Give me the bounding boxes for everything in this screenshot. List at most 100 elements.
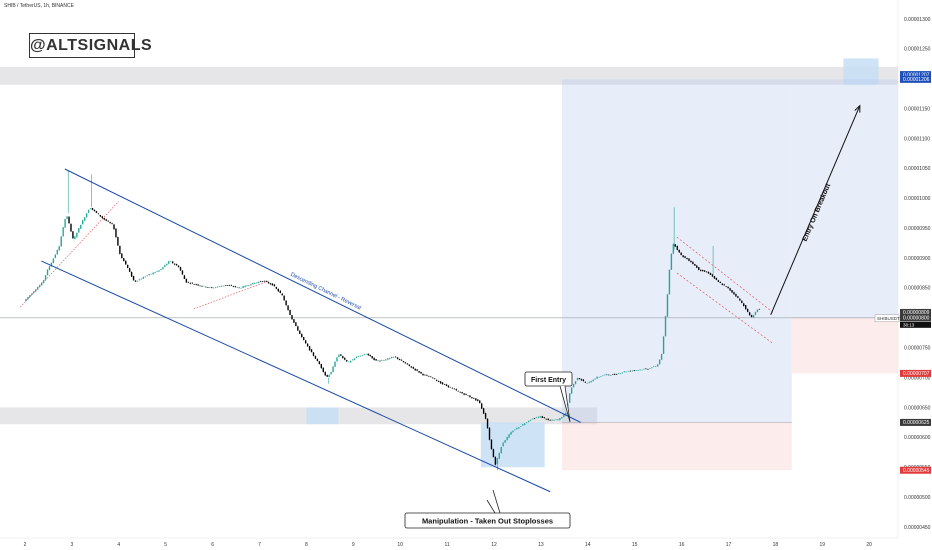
candle-body (488, 427, 491, 440)
candle-body (308, 346, 311, 351)
candle-body (365, 353, 367, 355)
candle-body (705, 271, 708, 273)
candle-body (238, 287, 240, 289)
price-tag-bg (900, 466, 931, 474)
candle-body (398, 358, 401, 361)
candle-body (170, 261, 172, 263)
candle-body (222, 285, 225, 287)
y-tick-label: 0.00000500 (904, 495, 931, 501)
resistance-zone (0, 66, 898, 85)
candle-body (657, 364, 659, 367)
candle-body (375, 359, 377, 361)
candle-body (97, 213, 100, 215)
candle-body (146, 275, 148, 277)
candle-body (48, 266, 51, 270)
candle-body (739, 298, 741, 301)
trend-dotted-line-1 (20, 201, 120, 308)
candle-body (674, 244, 677, 247)
x-tick-label: 2 (24, 542, 27, 548)
countdown-bg (900, 321, 931, 328)
candle-body (715, 277, 718, 280)
candle-body (281, 293, 283, 296)
candle-body (306, 343, 309, 347)
price-tag-bg (900, 314, 931, 322)
candle-body (711, 274, 714, 277)
price-tag-label: 0.00000545 (903, 468, 930, 474)
candle-body (218, 286, 221, 287)
candle-body (748, 312, 751, 316)
candle-body (658, 359, 661, 365)
candle-body (230, 285, 233, 286)
candle-body (275, 287, 278, 289)
candle-body (224, 285, 227, 286)
candle-body (330, 372, 332, 375)
candle-body (629, 370, 632, 372)
candle-body (359, 355, 362, 357)
candle-body (621, 372, 624, 374)
candle-body (314, 356, 317, 359)
candle-body (418, 371, 420, 373)
candle-body (549, 419, 551, 421)
candle-body (351, 359, 354, 361)
y-tick-label: 0.00000700 (904, 375, 931, 381)
candle-body (166, 263, 168, 266)
candle-body (340, 354, 342, 356)
candle-body (310, 349, 313, 353)
candle-body (443, 384, 446, 385)
candle-body (334, 361, 336, 367)
candle-body (126, 264, 129, 268)
candle-body (432, 377, 434, 379)
candle-body (471, 397, 473, 399)
brand-watermark: @ALTSIGNALS (29, 33, 152, 58)
candle-body (324, 371, 326, 376)
candle-body (246, 285, 248, 287)
candle-body (109, 221, 111, 224)
candle-body (541, 416, 544, 418)
candle-body (578, 378, 581, 380)
first-entry-pointer (559, 385, 571, 423)
candle-body (363, 354, 366, 356)
candle-body (189, 282, 191, 284)
candle-body (506, 436, 508, 441)
manipulation-pointer-line-2 (486, 499, 496, 514)
candle-body (265, 280, 268, 282)
candle-body (625, 371, 628, 373)
candle-body (203, 285, 205, 287)
candle-body (193, 284, 195, 285)
candle-body (754, 312, 757, 315)
candle-body (660, 353, 663, 360)
candle-body (486, 418, 489, 429)
candle-body (87, 209, 90, 213)
x-tick-label: 9 (352, 542, 355, 548)
candle-body (424, 374, 426, 376)
candle-body (563, 414, 565, 417)
price-axis: 0.000013000.000012500.000012000.00001150… (874, 0, 932, 550)
manipulation-box (480, 422, 545, 468)
candle-body (56, 249, 58, 255)
candle-body (516, 427, 518, 430)
candle-body (107, 220, 109, 222)
candle-body (248, 285, 250, 286)
countdown-text: 38:13 (903, 322, 915, 327)
candle-body (42, 280, 45, 284)
candle-body (453, 388, 456, 390)
candle-body (463, 393, 465, 395)
candle-body (682, 255, 684, 258)
candle-body (91, 207, 94, 210)
candle-body (187, 282, 190, 283)
candle-body (649, 368, 651, 369)
y-tick-label: 0.00001100 (904, 136, 930, 142)
candle-body (496, 458, 499, 465)
candle-body (37, 287, 39, 290)
candle-body (152, 272, 154, 275)
candle-body (692, 261, 694, 265)
candle-body (261, 281, 264, 282)
candle-body (668, 269, 671, 295)
symbol-badge-text: SHIBUSDT (877, 316, 900, 321)
candle-body (576, 377, 579, 381)
candle-body (617, 373, 620, 375)
first-long-position-loss-area (562, 422, 792, 471)
candle-body (201, 285, 203, 287)
candle-body (707, 271, 710, 274)
